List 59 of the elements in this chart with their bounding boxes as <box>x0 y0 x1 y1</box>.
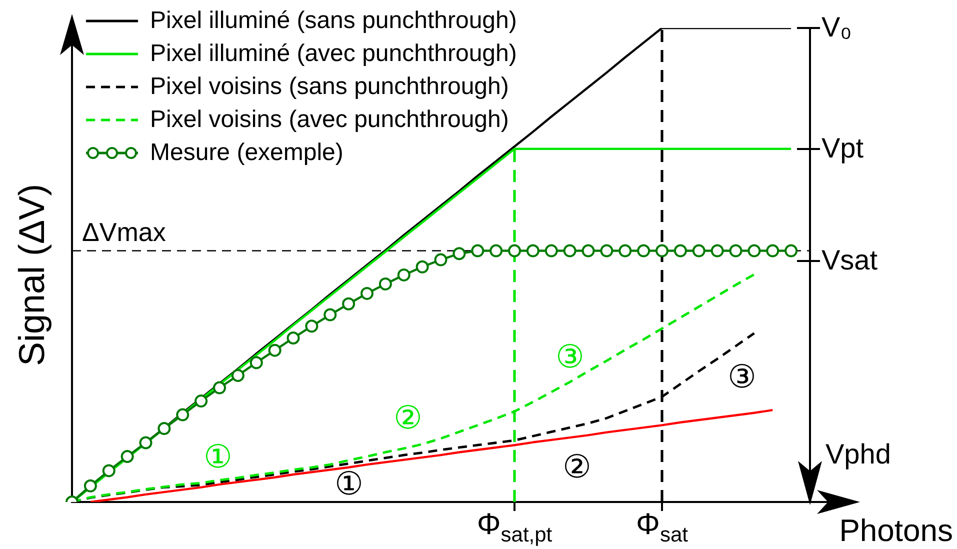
text: Vsat <box>822 244 878 276</box>
point <box>324 308 337 322</box>
point <box>378 277 392 290</box>
legend-label: Pixel voisins (avec punchthrough) <box>150 106 509 134</box>
point <box>120 450 134 463</box>
point <box>434 253 448 266</box>
point <box>766 244 780 258</box>
point <box>656 244 668 258</box>
point <box>360 286 374 300</box>
point <box>784 244 798 258</box>
text: Vphd <box>826 438 891 470</box>
point <box>231 368 244 382</box>
point <box>674 244 687 258</box>
text: V₀ <box>822 12 852 44</box>
point <box>618 244 632 258</box>
point <box>342 297 356 310</box>
legend-label: Mesure (exemple) <box>150 138 344 166</box>
point <box>748 244 761 258</box>
point <box>582 244 595 258</box>
point <box>526 244 540 258</box>
point <box>305 320 318 333</box>
point <box>84 479 97 492</box>
point <box>508 244 521 258</box>
annotation: ③ <box>556 338 584 375</box>
annotation: ① <box>334 465 364 502</box>
x-tick-label: Φ$_{sat}$ <box>636 508 688 546</box>
point <box>637 244 650 258</box>
ref-line-label: ΔVmax <box>82 216 166 247</box>
legend-label: Pixel illuminé (sans punchthrough) <box>150 6 517 34</box>
point <box>563 244 576 258</box>
point <box>268 344 282 357</box>
y-axis-title: Signal (ΔV) <box>11 184 52 366</box>
point <box>729 244 742 258</box>
point <box>194 394 208 408</box>
text: Vpt <box>822 132 864 164</box>
point <box>158 422 171 436</box>
annotation: ③ <box>728 358 756 395</box>
point <box>452 247 466 260</box>
annotation: ② <box>394 399 422 436</box>
point <box>250 356 263 370</box>
legend-label: Pixel illuminé (avec punchthrough) <box>150 40 517 68</box>
x-axis-title: Photons <box>839 513 953 548</box>
point <box>692 244 706 258</box>
point <box>490 244 503 258</box>
annotation: ① <box>204 438 232 475</box>
legend-label: Pixel voisins (sans punchthrough) <box>150 72 509 100</box>
point <box>471 244 484 258</box>
point <box>102 464 116 478</box>
point <box>139 436 152 450</box>
point <box>286 331 300 344</box>
point <box>416 260 429 274</box>
point <box>397 268 410 282</box>
point <box>213 381 226 394</box>
point <box>176 408 190 422</box>
annotation: ② <box>562 448 592 485</box>
point <box>710 244 724 258</box>
point <box>544 244 558 258</box>
point <box>600 244 614 258</box>
x-tick-label: Φ$_{sat,pt}$ <box>476 508 552 546</box>
